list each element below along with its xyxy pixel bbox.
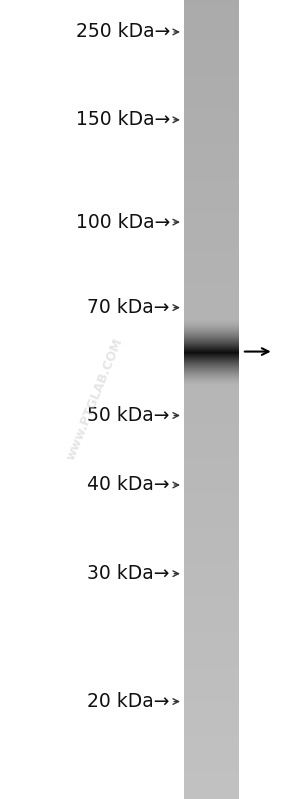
Text: 40 kDa→: 40 kDa→	[87, 475, 170, 495]
Text: 30 kDa→: 30 kDa→	[88, 564, 170, 583]
Text: 150 kDa→: 150 kDa→	[75, 110, 170, 129]
Text: www.PTGLAB.COM: www.PTGLAB.COM	[65, 336, 126, 463]
Text: 50 kDa→: 50 kDa→	[88, 406, 170, 425]
Text: 250 kDa→: 250 kDa→	[75, 22, 170, 42]
Text: 20 kDa→: 20 kDa→	[88, 692, 170, 711]
Text: 100 kDa→: 100 kDa→	[75, 213, 170, 232]
Text: 70 kDa→: 70 kDa→	[88, 298, 170, 317]
